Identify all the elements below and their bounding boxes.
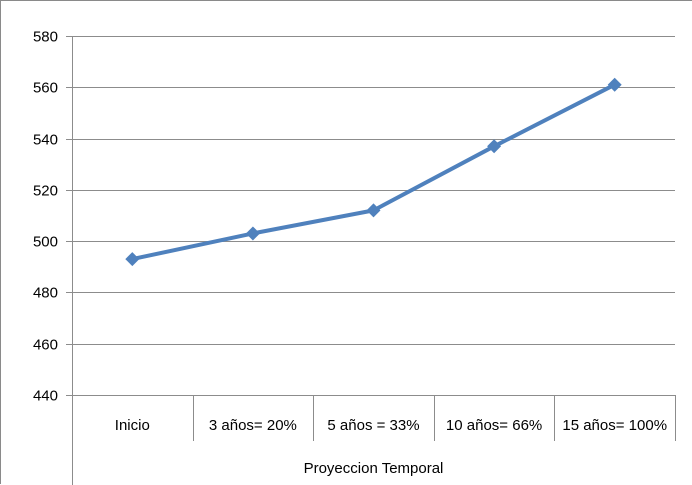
y-tick-label: 520 — [33, 183, 58, 200]
y-tick-label: 440 — [33, 388, 58, 405]
data-point-marker — [125, 252, 140, 267]
x-category-label: 15 años= 100% — [562, 417, 667, 434]
x-category-label: 5 años = 33% — [327, 417, 419, 434]
x-axis-title: Proyeccion Temporal — [304, 460, 444, 477]
x-axis-category-labels: Inicio 3 años= 20% 5 años = 33% 10 años= 66… — [115, 417, 667, 434]
y-axis-tick-labels: 440 460 480 500 520 540 560 580 — [33, 29, 58, 405]
series — [125, 77, 622, 267]
y-tick-label: 480 — [33, 285, 58, 302]
x-category-label: 10 años= 66% — [446, 417, 542, 434]
y-tick-label: 560 — [33, 80, 58, 97]
x-category-label: Inicio — [115, 417, 150, 434]
y-tick-label: 460 — [33, 337, 58, 354]
y-tick-label: 500 — [33, 234, 58, 251]
y-tick-label: 540 — [33, 132, 58, 149]
data-point-marker — [607, 77, 622, 92]
data-point-marker — [366, 203, 381, 218]
axes — [66, 36, 676, 485]
data-point-marker — [487, 139, 502, 154]
series-line — [131, 82, 616, 262]
x-category-label: 3 años= 20% — [209, 417, 297, 434]
gridlines — [72, 36, 675, 396]
data-point-marker — [245, 226, 260, 241]
y-tick-label: 580 — [33, 29, 58, 46]
